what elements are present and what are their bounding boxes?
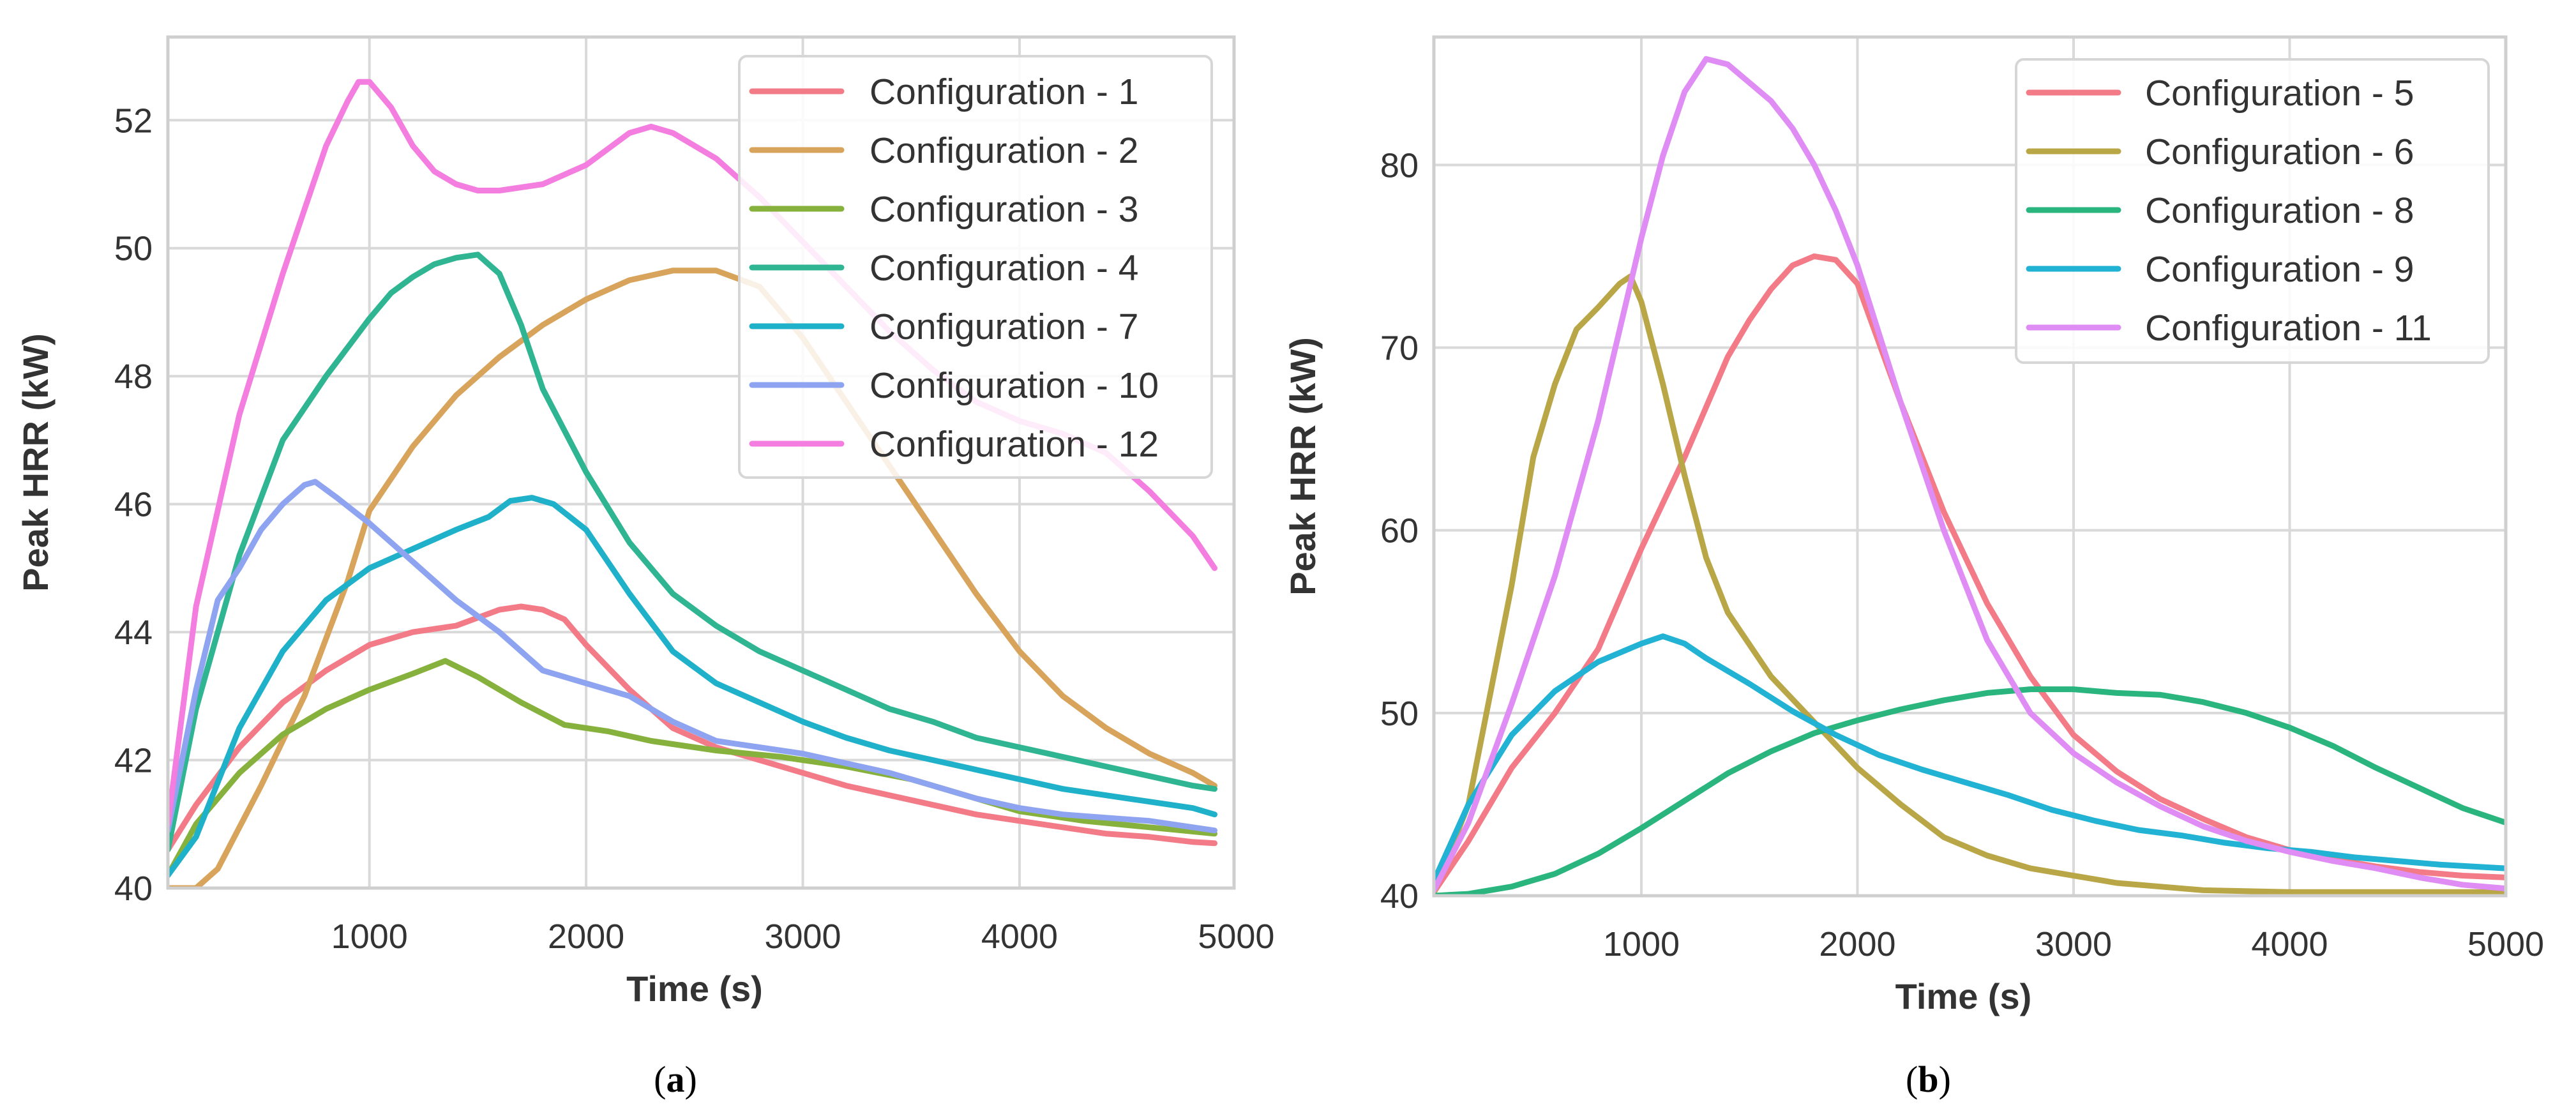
series-group xyxy=(1434,56,2506,896)
x-tick-label: 2000 xyxy=(548,917,624,956)
x-axis-label: Time (s) xyxy=(1895,976,2032,1016)
caption-letter: a xyxy=(667,1059,685,1100)
legend-entry: Configuration - 6 xyxy=(2145,132,2414,172)
y-tick-label: 44 xyxy=(114,614,153,652)
x-tick-label: 5000 xyxy=(2467,925,2544,963)
y-tick-label: 80 xyxy=(1380,146,1419,185)
x-axis-label: Time (s) xyxy=(626,969,763,1009)
y-tick-label: 70 xyxy=(1380,329,1419,367)
y-tick-label: 46 xyxy=(114,486,153,524)
legend-entry: Configuration - 2 xyxy=(870,130,1138,171)
series-line-configuration-11 xyxy=(1434,56,2506,893)
panel-caption: (a) xyxy=(654,1059,697,1100)
legend-entry: Configuration - 12 xyxy=(870,424,1159,465)
series-line-configuration-6 xyxy=(1434,273,2506,895)
x-tick-label: 1000 xyxy=(1603,925,1680,963)
legend: Configuration - 5 Configuration - 6 Config… xyxy=(2015,58,2490,364)
x-tick-label: 5000 xyxy=(1198,917,1274,956)
caption-open-paren: ( xyxy=(654,1059,666,1100)
legend-entry: Configuration - 1 xyxy=(870,72,1138,112)
panel-caption: (b) xyxy=(1906,1059,1951,1100)
y-tick-label: 48 xyxy=(114,358,153,396)
y-axis-label: Peak HRR (kW) xyxy=(1283,337,1323,596)
y-tick-label: 60 xyxy=(1380,512,1419,550)
legend-entry: Configuration - 11 xyxy=(2145,308,2432,349)
caption-open-paren: ( xyxy=(1906,1059,1918,1100)
series-group xyxy=(168,79,1217,888)
legend-box xyxy=(2015,58,2490,364)
y-tick-label: 42 xyxy=(114,742,153,780)
y-tick-label: 50 xyxy=(1380,695,1419,733)
y-tick-label: 50 xyxy=(114,230,153,268)
y-axis-label: Peak HRR (kW) xyxy=(15,333,56,592)
series-line-configuration-4 xyxy=(168,252,1217,853)
y-tick-label: 52 xyxy=(114,102,153,140)
legend-entry: Configuration - 9 xyxy=(2145,249,2414,290)
x-tick-label: 3000 xyxy=(764,917,841,956)
y-tick-label: 40 xyxy=(114,870,153,908)
chart-panel-b: 1000 2000 3000 4000 5000 40 50 60 70 80 Time (s) Pe… xyxy=(1283,35,2544,1100)
plot-frame xyxy=(166,35,1236,890)
series-line-configuration-2 xyxy=(168,268,1217,888)
legend-entry: Configuration - 7 xyxy=(870,306,1138,347)
y-tick-label: 40 xyxy=(1380,877,1419,916)
legend-entry: Configuration - 10 xyxy=(870,365,1159,406)
x-tick-label: 3000 xyxy=(2035,925,2112,963)
series-line-configuration-10 xyxy=(168,479,1217,834)
caption-close-paren: ) xyxy=(685,1059,697,1100)
legend-entry: Configuration - 4 xyxy=(870,248,1138,289)
caption-close-paren: ) xyxy=(1939,1059,1951,1100)
legend-entry: Configuration - 5 xyxy=(2145,73,2414,114)
legend-entry: Configuration - 8 xyxy=(2145,190,2414,231)
series-line-configuration-8 xyxy=(1434,686,2506,896)
x-tick-label: 4000 xyxy=(2251,925,2328,963)
plot-frame xyxy=(1432,35,2508,898)
x-tick-label: 4000 xyxy=(981,917,1058,956)
chart-panel-a: 1000 2000 3000 4000 5000 40 42 44 46 48 50 52 Time (… xyxy=(15,35,1274,1100)
legend-box xyxy=(738,55,1213,479)
series-line-configuration-7 xyxy=(168,495,1217,878)
legend-entry: Configuration - 3 xyxy=(870,189,1138,230)
caption-letter: b xyxy=(1918,1059,1938,1100)
x-tick-label: 2000 xyxy=(1819,925,1895,963)
x-tick-label: 1000 xyxy=(331,917,408,956)
legend: Configuration - 1 Configuration - 2 Config… xyxy=(738,55,1213,479)
